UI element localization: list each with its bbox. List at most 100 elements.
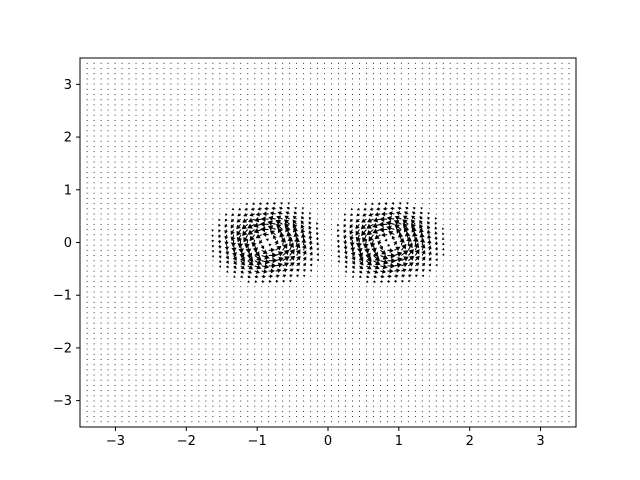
field-arrow	[463, 400, 465, 402]
field-arrow	[512, 161, 514, 163]
field-arrow	[86, 99, 88, 101]
field-arrow	[421, 291, 423, 293]
field-arrow	[449, 73, 451, 75]
field-arrow	[198, 405, 200, 407]
field-arrow	[351, 270, 355, 274]
field-arrow	[317, 410, 319, 412]
field-arrow	[198, 353, 200, 355]
field-arrow	[100, 343, 102, 345]
field-arrow	[233, 260, 237, 265]
field-arrow	[247, 104, 249, 106]
field-arrow	[491, 312, 493, 314]
field-arrow	[491, 400, 493, 402]
field-arrow	[352, 94, 353, 95]
field-arrow	[191, 400, 193, 402]
field-arrow	[449, 182, 451, 184]
field-arrow	[540, 270, 542, 272]
field-arrow	[219, 286, 221, 288]
field-arrow	[505, 338, 507, 340]
field-arrow	[540, 343, 542, 345]
field-arrow	[561, 94, 563, 95]
field-arrow	[540, 78, 542, 80]
field-arrow	[310, 369, 312, 371]
field-arrow	[261, 151, 263, 153]
field-arrow	[561, 421, 563, 423]
field-arrow	[114, 265, 116, 267]
field-arrow	[254, 312, 256, 314]
field-arrow	[128, 286, 130, 288]
field-arrow	[247, 114, 249, 116]
field-arrow	[428, 151, 430, 153]
field-arrow	[345, 384, 346, 386]
field-arrow	[568, 135, 570, 137]
field-arrow	[505, 151, 507, 153]
field-arrow	[477, 223, 479, 225]
field-arrow	[121, 364, 123, 366]
field-arrow	[512, 343, 514, 345]
field-arrow	[114, 234, 116, 236]
field-arrow	[533, 73, 535, 75]
field-arrow	[400, 395, 402, 397]
field-arrow	[254, 348, 256, 350]
field-arrow	[135, 120, 137, 121]
field-arrow	[107, 62, 109, 64]
field-arrow	[456, 421, 458, 423]
field-arrow	[414, 301, 416, 303]
field-arrow	[421, 203, 423, 205]
field-arrow	[100, 197, 102, 199]
field-arrow	[317, 286, 319, 288]
x-tick-label: 3	[536, 434, 544, 449]
field-arrow	[205, 109, 207, 111]
field-arrow	[292, 215, 297, 220]
field-arrow	[533, 348, 535, 350]
field-arrow	[519, 275, 521, 277]
field-arrow	[403, 211, 409, 215]
field-arrow	[407, 301, 409, 303]
field-arrow	[268, 369, 270, 371]
field-arrow	[233, 416, 235, 418]
field-arrow	[372, 353, 374, 355]
field-arrow	[177, 151, 179, 153]
field-arrow	[205, 400, 207, 402]
field-arrow	[428, 358, 430, 360]
field-arrow	[435, 171, 437, 173]
field-arrow	[505, 213, 507, 215]
field-arrow	[135, 171, 137, 173]
field-arrow	[561, 384, 563, 386]
field-arrow	[310, 327, 312, 329]
field-arrow	[114, 125, 116, 127]
field-arrow	[86, 140, 88, 142]
field-arrow	[331, 135, 332, 137]
field-arrow	[163, 114, 165, 116]
field-arrow	[352, 171, 353, 173]
field-arrow	[254, 104, 256, 106]
field-arrow	[226, 358, 228, 360]
field-arrow	[372, 369, 374, 371]
field-arrow	[226, 130, 228, 132]
field-arrow	[177, 265, 179, 267]
field-arrow	[219, 130, 221, 132]
field-arrow	[372, 192, 374, 194]
field-arrow	[191, 135, 193, 137]
field-arrow	[225, 265, 229, 269]
field-arrow	[540, 182, 542, 184]
field-arrow	[428, 203, 430, 205]
field-arrow	[561, 353, 563, 355]
field-arrow	[345, 88, 346, 90]
field-arrow	[135, 161, 137, 163]
field-arrow	[240, 161, 242, 163]
field-arrow	[547, 203, 549, 205]
field-arrow	[547, 114, 549, 116]
field-arrow	[226, 333, 228, 334]
field-arrow	[379, 187, 381, 189]
field-arrow	[226, 68, 228, 69]
field-arrow	[289, 255, 296, 262]
field-arrow	[533, 218, 535, 220]
field-arrow	[407, 242, 413, 251]
field-arrow	[345, 312, 346, 314]
field-arrow	[435, 145, 437, 147]
field-arrow	[121, 395, 123, 397]
field-arrow	[402, 219, 409, 225]
field-arrow	[359, 369, 360, 371]
field-arrow	[170, 130, 172, 132]
